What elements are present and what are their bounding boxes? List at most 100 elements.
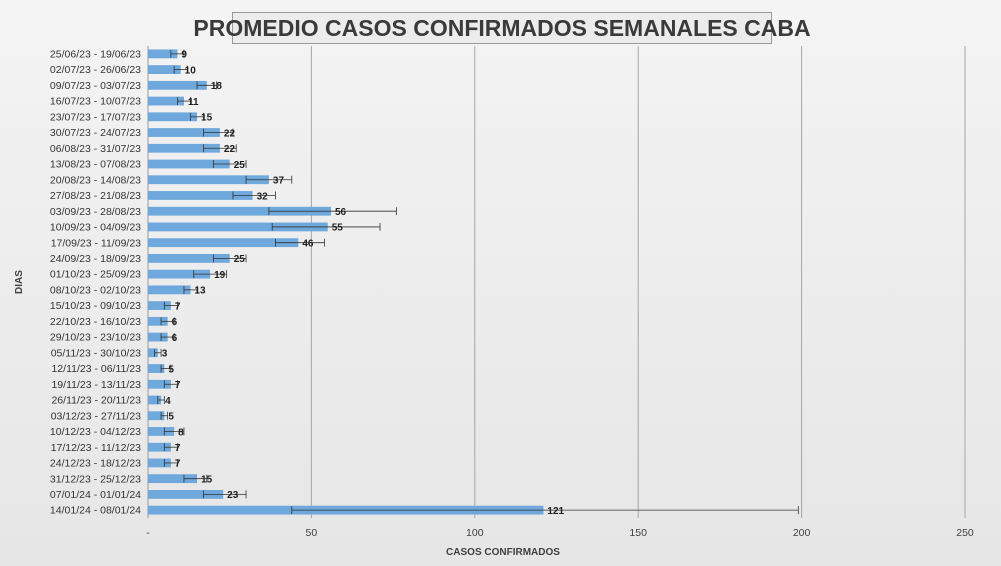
bar — [148, 128, 220, 137]
y-tick-label: 26/11/23 - 20/11/23 — [51, 395, 141, 407]
data-label: 25 — [234, 160, 246, 171]
bar — [148, 442, 171, 452]
bar — [148, 332, 168, 342]
x-tick-label: - — [146, 527, 150, 539]
bar — [148, 96, 184, 106]
bar — [148, 411, 165, 421]
bar — [148, 285, 191, 295]
bar — [148, 316, 168, 326]
data-label: 7 — [175, 301, 181, 312]
data-label: 4 — [165, 396, 171, 407]
data-label: 19 — [214, 270, 226, 281]
y-tick-label: 02/07/23 - 26/06/23 — [50, 64, 141, 76]
y-tick-label: 25/06/23 - 19/06/23 — [50, 48, 141, 60]
bar — [148, 191, 253, 200]
bar — [148, 80, 207, 90]
bar — [148, 489, 224, 499]
data-label: 13 — [194, 286, 206, 297]
bar — [148, 238, 299, 248]
bar — [148, 348, 158, 358]
gridlines — [310, 46, 966, 518]
y-tick-label: 23/07/23 - 17/07/23 — [50, 111, 141, 123]
chart-title: PROMEDIO CASOS CONFIRMADOS SEMANALES CAB… — [193, 12, 811, 44]
x-tick-label: 200 — [793, 527, 811, 539]
data-label: 32 — [257, 191, 269, 202]
data-label: 11 — [188, 97, 199, 108]
bar — [148, 159, 230, 169]
y-tick-label: 01/10/23 - 25/09/23 — [50, 269, 141, 281]
data-labels-group: 9101811152222253732565546251913766357458… — [162, 50, 565, 517]
y-tick-label: 07/01/24 - 01/01/24 — [50, 489, 141, 501]
y-tick-label: 19/11/23 - 13/11/23 — [51, 379, 141, 391]
y-tick-label: 24/12/23 - 18/12/23 — [50, 458, 141, 470]
y-tick-label: 05/11/23 - 30/10/23 — [51, 347, 141, 359]
bar — [148, 379, 171, 389]
data-label: 46 — [302, 238, 314, 249]
data-label: 37 — [273, 176, 285, 187]
bar — [148, 112, 198, 122]
x-axis-label: CASOS CONFIRMADOS — [446, 547, 560, 558]
y-tick-label: 06/08/23 - 31/07/23 — [50, 143, 141, 155]
x-tick-label: 250 — [956, 527, 974, 539]
bar — [148, 206, 332, 216]
y-tick-label: 12/11/23 - 06/11/23 — [51, 363, 141, 375]
data-label: 23 — [227, 490, 239, 501]
y-tick-label: 29/10/23 - 23/10/23 — [50, 332, 141, 344]
y-tick-label: 31/12/23 - 25/12/23 — [50, 473, 141, 485]
data-label: 22 — [224, 144, 236, 155]
y-axis-label: DIAS — [14, 270, 25, 294]
data-label: 9 — [181, 50, 187, 61]
data-label: 8 — [178, 427, 184, 438]
data-label: 6 — [172, 317, 178, 328]
bar — [148, 458, 171, 468]
data-label: 3 — [162, 349, 168, 360]
x-tick-label: 50 — [306, 527, 318, 539]
y-tick-label: 13/08/23 - 07/08/23 — [50, 159, 141, 171]
y-tick-label: 24/09/23 - 18/09/23 — [50, 253, 141, 265]
data-label: 15 — [201, 474, 213, 485]
data-label: 15 — [201, 113, 213, 124]
y-tick-label: 10/09/23 - 04/09/23 — [50, 222, 141, 234]
bar — [148, 49, 178, 59]
bar — [148, 143, 220, 153]
y-tick-label: 03/12/23 - 27/11/23 — [51, 410, 141, 422]
data-label: 6 — [172, 333, 178, 344]
y-tick-label: 09/07/23 - 03/07/23 — [50, 80, 141, 92]
bar — [148, 474, 198, 484]
y-tick-label: 08/10/23 - 02/10/23 — [50, 284, 141, 296]
y-tick-label: 03/09/23 - 28/08/23 — [50, 206, 141, 218]
data-label: 55 — [332, 223, 344, 234]
bar — [148, 269, 211, 279]
y-tick-label: 22/10/23 - 16/10/23 — [50, 316, 141, 328]
bar — [148, 65, 181, 75]
y-tick-label: 16/07/23 - 10/07/23 — [50, 96, 141, 108]
bar — [148, 175, 269, 185]
y-tick-label: 17/12/23 - 11/12/23 — [51, 442, 141, 454]
data-label: 56 — [335, 207, 347, 218]
bar — [148, 301, 171, 311]
bar — [148, 253, 230, 263]
y-tick-labels-group: 25/06/23 - 19/06/23 02/07/23 - 26/06/23 09… — [50, 48, 141, 516]
y-tick-label: 17/09/23 - 11/09/23 — [51, 237, 141, 249]
y-tick-label: 30/07/23 - 24/07/23 — [50, 127, 141, 139]
bar — [148, 427, 175, 436]
data-label: 7 — [175, 459, 181, 470]
y-tick-label: 20/08/23 - 14/08/23 — [50, 174, 141, 186]
data-label: 121 — [547, 506, 564, 517]
data-label: 18 — [211, 81, 223, 92]
error-bars-group — [154, 49, 799, 515]
data-label: 5 — [168, 412, 174, 423]
data-label: 7 — [175, 443, 181, 454]
y-tick-label: 15/10/23 - 09/10/23 — [50, 300, 141, 312]
bar — [148, 222, 328, 232]
bar — [148, 364, 165, 373]
data-label: 7 — [175, 380, 181, 391]
y-tick-label: 10/12/23 - 04/12/23 — [50, 426, 141, 438]
y-tick-label: 14/01/24 - 08/01/24 — [50, 505, 141, 517]
x-tick-label: 100 — [466, 527, 484, 539]
data-label: 22 — [224, 128, 236, 139]
data-label: 10 — [185, 65, 197, 76]
data-label: 5 — [168, 364, 174, 375]
